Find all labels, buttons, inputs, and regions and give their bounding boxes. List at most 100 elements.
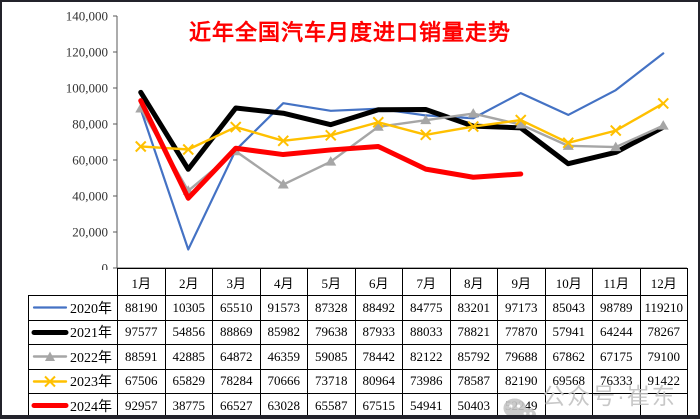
- series-name-label: 2023年: [70, 375, 112, 391]
- value-cell: 57941: [544, 319, 593, 345]
- triangle-marker: [420, 114, 432, 125]
- triangle-marker: [372, 121, 384, 131]
- triangle-marker: [277, 179, 289, 189]
- y-axis-label: 0: [102, 261, 109, 271]
- value-cell: 64244: [592, 319, 641, 345]
- series-name-label: 2021年: [70, 326, 112, 342]
- y-axis-label: 80,000: [72, 117, 108, 132]
- series-line-2021年: [138, 89, 666, 172]
- value-cell: 87328: [307, 295, 356, 321]
- month-header: 9月: [497, 268, 546, 296]
- legend-cell: 2021年: [28, 319, 118, 345]
- value-cell: 88190: [117, 295, 166, 321]
- value-cell: 50403: [449, 393, 498, 415]
- trend-line-chart: 0 20,000 40,000 60,000 80,000 100,000 120,000 1…: [66, 9, 687, 271]
- x-marker: [372, 116, 384, 128]
- value-cell: 88869: [212, 319, 261, 345]
- table-row-2024年: 2024年 92957 38775 66527 63028 65587 67515 54941…: [28, 393, 688, 415]
- x-marker: [325, 129, 337, 142]
- table-row-2020年: 2020年 88190 10305 65510 91573 87328 88492 84775…: [28, 295, 688, 321]
- value-cell: 63028: [259, 393, 308, 415]
- legend-line-sample: [31, 403, 69, 409]
- value-cell: 84775: [402, 295, 451, 321]
- triangle-marker: [562, 140, 574, 150]
- triangle-marker: [610, 141, 622, 152]
- value-cell: 54941: [402, 393, 451, 415]
- legend-line-sample: [32, 306, 68, 309]
- value-cell: 78284: [212, 368, 261, 394]
- y-axis-label: 100,000: [66, 81, 108, 96]
- value-cell: 85982: [259, 319, 308, 345]
- value-cell: 80964: [354, 368, 403, 394]
- value-cell: 73986: [402, 368, 451, 394]
- series-name-label: 2022年: [70, 350, 112, 366]
- value-cell: 79638: [307, 319, 356, 345]
- value-cell: 79100: [639, 344, 688, 370]
- value-cell: 59085: [307, 344, 356, 370]
- value-cell: 67862: [544, 344, 593, 370]
- legend-line-sample: [32, 375, 68, 387]
- table-row-2022年: 2022年 88591 42885 64872 46359 59085 78442 82122…: [28, 344, 688, 370]
- x-marker: [467, 120, 479, 133]
- value-cell: 85792: [449, 344, 498, 370]
- triangle-marker: [467, 108, 479, 118]
- value-cell: 54856: [164, 319, 213, 345]
- month-header: 2月: [164, 268, 213, 296]
- value-cell: 70666: [259, 368, 308, 394]
- value-cell: 78267: [639, 319, 688, 345]
- legend-line-sample: [32, 351, 68, 362]
- value-cell: 98789: [592, 295, 641, 321]
- value-cell: 67175: [592, 344, 641, 370]
- value-cell: 97577: [117, 319, 166, 345]
- value-cell: [544, 393, 593, 415]
- x-marker: [182, 143, 194, 156]
- triangle-marker: [515, 119, 527, 129]
- month-header: 12月: [639, 268, 688, 296]
- value-cell: 76333: [592, 368, 641, 394]
- value-cell: 64872: [212, 344, 261, 370]
- value-cell: 10305: [164, 295, 213, 321]
- month-header: 8月: [449, 268, 498, 296]
- triangle-marker: [657, 120, 669, 130]
- month-header: 3月: [212, 268, 261, 296]
- series-name-label: 2024年: [70, 399, 112, 415]
- legend-cell: 2022年: [28, 344, 118, 370]
- value-cell: 79688: [497, 344, 546, 370]
- x-marker: [277, 135, 289, 147]
- triangle-marker: [325, 156, 337, 166]
- table-corner-cell: [29, 269, 118, 296]
- month-header: 7月: [402, 268, 451, 296]
- wechat-icon: [503, 398, 537, 415]
- value-cell: 65829: [164, 368, 213, 394]
- value-cell: 78442: [354, 344, 403, 370]
- month-header: 10月: [544, 268, 593, 296]
- value-cell: 46359: [259, 344, 308, 370]
- value-cell: 92957: [117, 393, 166, 415]
- table-row-2023年: 2023年 67506 65829 78284 70666 73718 80964 73986…: [28, 368, 688, 394]
- legend-cell: 2023年: [28, 368, 118, 394]
- value-cell: 88033: [402, 319, 451, 345]
- chart-title: 近年全国汽车月度进口销量走势: [188, 20, 511, 45]
- value-cell: 78821: [449, 319, 498, 345]
- value-cell: 65587: [307, 393, 356, 415]
- value-cell: 65510: [212, 295, 261, 321]
- x-marker: [610, 124, 622, 137]
- y-axis-label: 140,000: [66, 9, 108, 24]
- y-axis-label: 20,000: [72, 225, 108, 240]
- value-cell: 91422: [639, 368, 688, 394]
- table-row-2021年: 2021年 97577 54856 88869 85982 79638 87933 88033…: [28, 319, 688, 345]
- data-table: 1月 2月 3月 4月 5月 6月 7月 8月 9月 10月 11月 12月 2020年 88190 103…: [28, 268, 688, 415]
- value-cell: 88492: [354, 295, 403, 321]
- series-line-2024年: [138, 98, 524, 201]
- value-cell: 83201: [449, 295, 498, 321]
- month-header: 5月: [307, 268, 356, 296]
- x-marker: [135, 140, 147, 153]
- y-axis-label: 120,000: [66, 45, 108, 60]
- x-marker: [230, 121, 242, 133]
- value-cell: 73718: [307, 368, 356, 394]
- value-cell: 69568: [544, 368, 593, 394]
- value-cell: 82190: [497, 368, 546, 394]
- x-marker: [657, 97, 669, 110]
- watermark: 公众号·崔东树: [502, 377, 698, 415]
